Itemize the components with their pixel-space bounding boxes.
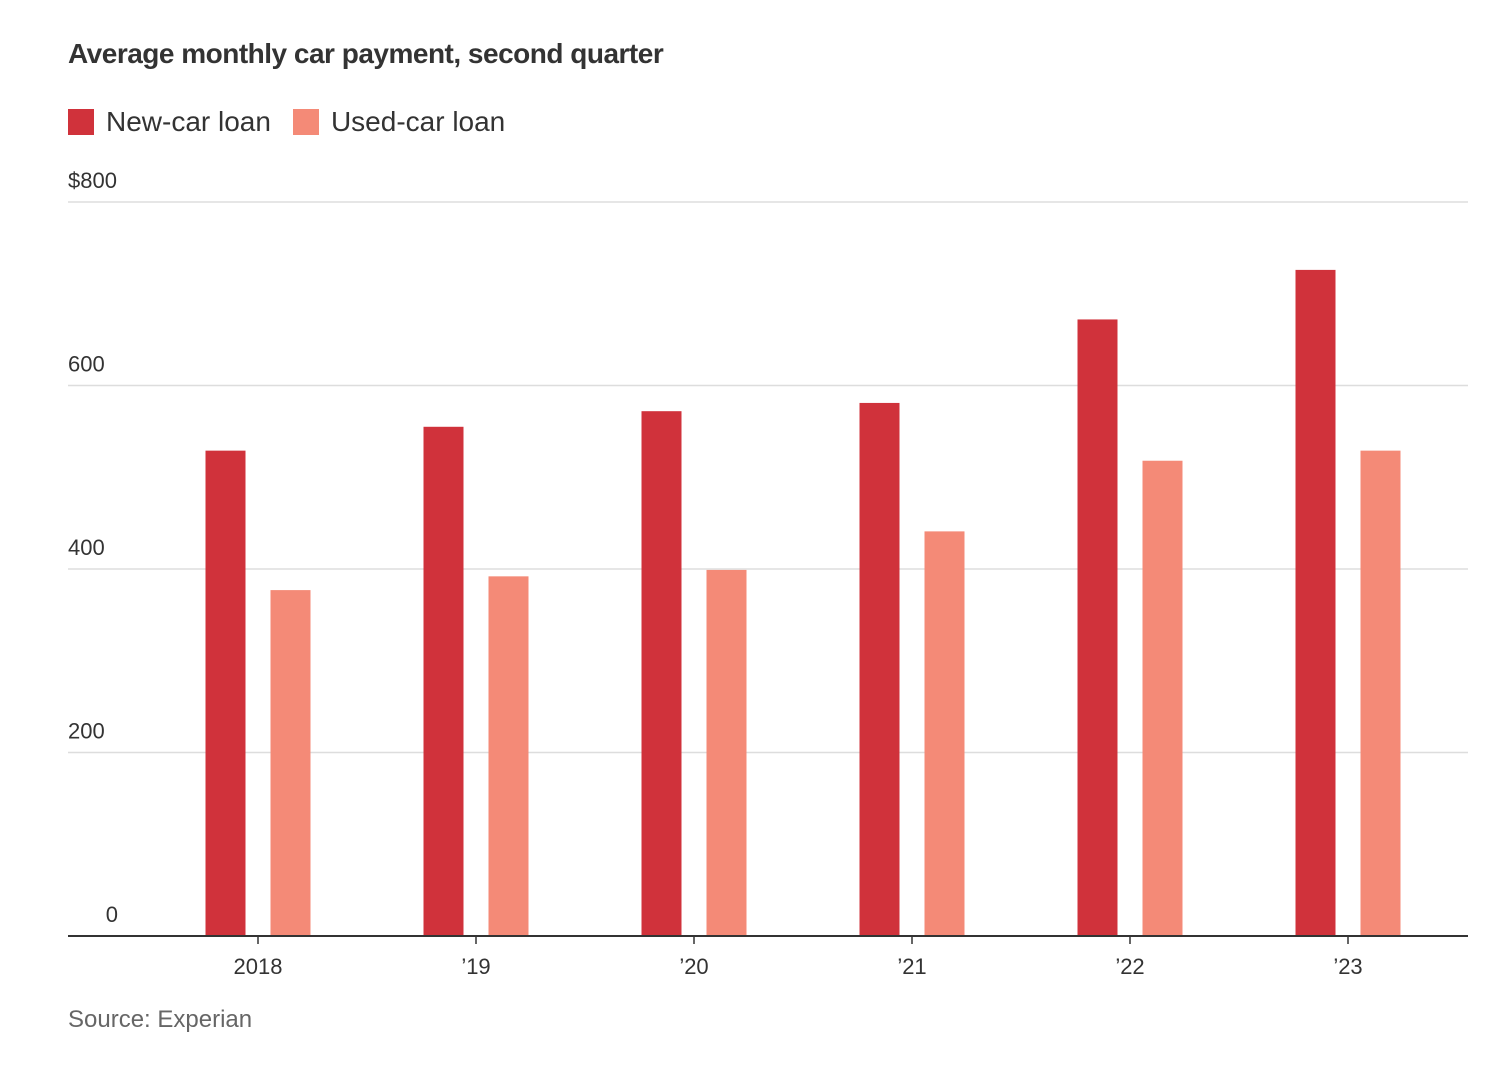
y-tick-label-400: 400 (68, 535, 105, 560)
y-tick-label-800: $800 (68, 168, 117, 193)
legend-item-used-car: Used-car loan (292, 106, 506, 138)
legend-swatch-used-car (292, 109, 319, 135)
bar-new-car-2 (641, 411, 682, 936)
legend-label-new-car: New-car loan (106, 106, 271, 137)
x-tick-label-5: ’23 (1333, 954, 1362, 979)
legend-item-new-car: New-car loan (68, 106, 271, 138)
y-tick-label-0: 0 (106, 902, 118, 927)
bar-new-car-3 (859, 402, 900, 936)
legend-swatch-new-car (68, 109, 94, 135)
x-tick-label-1: ’19 (461, 954, 490, 979)
chart-title: Average monthly car payment, second quar… (68, 38, 664, 69)
x-tick-label-3: ’21 (897, 954, 926, 979)
bar-new-car-1 (423, 426, 464, 936)
x-tick-label-2: ’20 (679, 954, 708, 979)
bar-new-car-4 (1077, 319, 1118, 936)
bar-used-car-3 (924, 531, 965, 936)
y-tick-label-200: 200 (68, 719, 105, 744)
bar-new-car-5 (1295, 269, 1336, 936)
bar-used-car-1 (488, 576, 529, 936)
source-note: Source: Experian (68, 1006, 253, 1033)
bar-used-car-0 (270, 590, 311, 936)
bar-used-car-4 (1142, 460, 1183, 936)
bar-used-car-5 (1360, 450, 1401, 936)
legend-label-used-car: Used-car loan (330, 106, 506, 137)
bar-new-car-0 (205, 450, 246, 936)
x-tick-label-0: 2018 (234, 954, 283, 979)
x-tick-label-4: ’22 (1115, 954, 1144, 979)
bar-used-car-2 (706, 569, 747, 936)
y-tick-label-600: 600 (68, 352, 105, 377)
legend: New-car loan Used-car loan (68, 106, 527, 138)
